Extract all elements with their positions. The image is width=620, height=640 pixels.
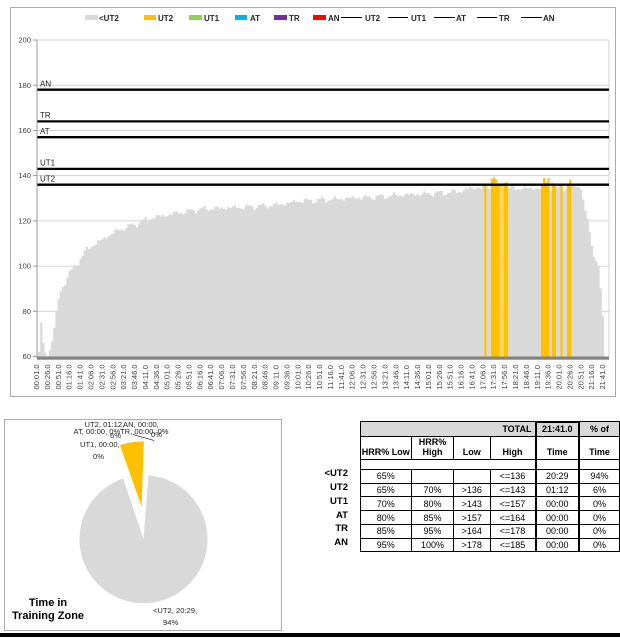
svg-text:200: 200	[18, 36, 31, 45]
svg-text:16:16.0: 16:16.0	[457, 364, 466, 389]
svg-text:140: 140	[18, 171, 31, 180]
svg-text:12:06.0: 12:06.0	[348, 364, 357, 389]
svg-text:03:46.0: 03:46.0	[130, 364, 139, 389]
svg-text:160: 160	[18, 126, 31, 135]
svg-text:18:46.0: 18:46.0	[522, 364, 531, 389]
svg-text:60: 60	[23, 352, 31, 361]
svg-text:07:56.0: 07:56.0	[239, 364, 248, 389]
svg-text:01:16.0: 01:16.0	[65, 364, 74, 389]
svg-text:10:26.0: 10:26.0	[304, 364, 313, 389]
svg-text:06:16.0: 06:16.0	[195, 364, 204, 389]
svg-text:11:41.0: 11:41.0	[337, 365, 346, 389]
svg-text:80: 80	[23, 307, 31, 316]
svg-text:13:46.0: 13:46.0	[391, 364, 400, 389]
svg-text:100: 100	[18, 262, 31, 271]
svg-text:15:51.0: 15:51.0	[446, 364, 455, 389]
svg-text:11:16.0: 11:16.0	[326, 365, 335, 389]
svg-text:UT2: UT2	[40, 175, 56, 184]
svg-text:05:26.0: 05:26.0	[174, 364, 183, 389]
svg-text:02:31.0: 02:31.0	[97, 364, 106, 389]
svg-text:TR: TR	[40, 111, 51, 120]
svg-text:09:36.0: 09:36.0	[282, 364, 291, 389]
svg-text:12:31.0: 12:31.0	[359, 364, 368, 389]
svg-text:15:01.0: 15:01.0	[424, 364, 433, 389]
svg-text:06:41.0: 06:41.0	[206, 364, 215, 389]
svg-text:05:51.0: 05:51.0	[184, 364, 193, 389]
svg-text:AT: AT	[40, 127, 50, 136]
svg-text:07:31.0: 07:31.0	[228, 364, 237, 389]
svg-text:120: 120	[18, 217, 31, 226]
svg-text:08:21.0: 08:21.0	[250, 364, 259, 389]
svg-text:20:51.0: 20:51.0	[576, 364, 585, 389]
svg-text:UT1: UT1	[40, 159, 56, 168]
svg-text:18:21.0: 18:21.0	[511, 364, 520, 389]
svg-text:14:36.0: 14:36.0	[413, 364, 422, 389]
svg-text:21:41.0: 21:41.0	[598, 364, 607, 389]
svg-text:04:11.0: 04:11.0	[141, 365, 150, 389]
svg-text:01:41.0: 01:41.0	[76, 364, 85, 389]
svg-text:20:26.0: 20:26.0	[565, 364, 574, 389]
svg-text:15:26.0: 15:26.0	[435, 364, 444, 389]
svg-text:07:06.0: 07:06.0	[217, 364, 226, 389]
svg-text:08:46.0: 08:46.0	[261, 364, 270, 389]
svg-text:03:21.0: 03:21.0	[119, 364, 128, 389]
svg-text:AN: AN	[40, 80, 51, 89]
svg-text:05:01.0: 05:01.0	[163, 364, 172, 389]
svg-text:17:31.0: 17:31.0	[489, 364, 498, 389]
svg-text:00:26.0: 00:26.0	[43, 364, 52, 389]
svg-text:04:36.0: 04:36.0	[152, 364, 161, 389]
svg-text:19:36.0: 19:36.0	[544, 364, 553, 389]
svg-text:02:56.0: 02:56.0	[108, 364, 117, 389]
svg-text:10:01.0: 10:01.0	[293, 364, 302, 389]
svg-text:00:51.0: 00:51.0	[54, 364, 63, 389]
svg-text:16:41.0: 16:41.0	[467, 364, 476, 389]
svg-text:21:16.0: 21:16.0	[587, 364, 596, 389]
svg-text:180: 180	[18, 81, 31, 90]
svg-text:17:56.0: 17:56.0	[500, 364, 509, 389]
svg-text:09:11.0: 09:11.0	[272, 365, 281, 389]
svg-text:13:21.0: 13:21.0	[380, 364, 389, 389]
svg-text:17:06.0: 17:06.0	[478, 364, 487, 389]
svg-text:00:01.0: 00:01.0	[32, 364, 41, 389]
svg-text:19:11.0: 19:11.0	[533, 365, 542, 389]
svg-text:10:51.0: 10:51.0	[315, 364, 324, 389]
svg-text:14:11.0: 14:11.0	[402, 365, 411, 389]
svg-text:02:06.0: 02:06.0	[87, 364, 96, 389]
svg-text:20:01.0: 20:01.0	[555, 364, 564, 389]
svg-text:12:56.0: 12:56.0	[370, 364, 379, 389]
